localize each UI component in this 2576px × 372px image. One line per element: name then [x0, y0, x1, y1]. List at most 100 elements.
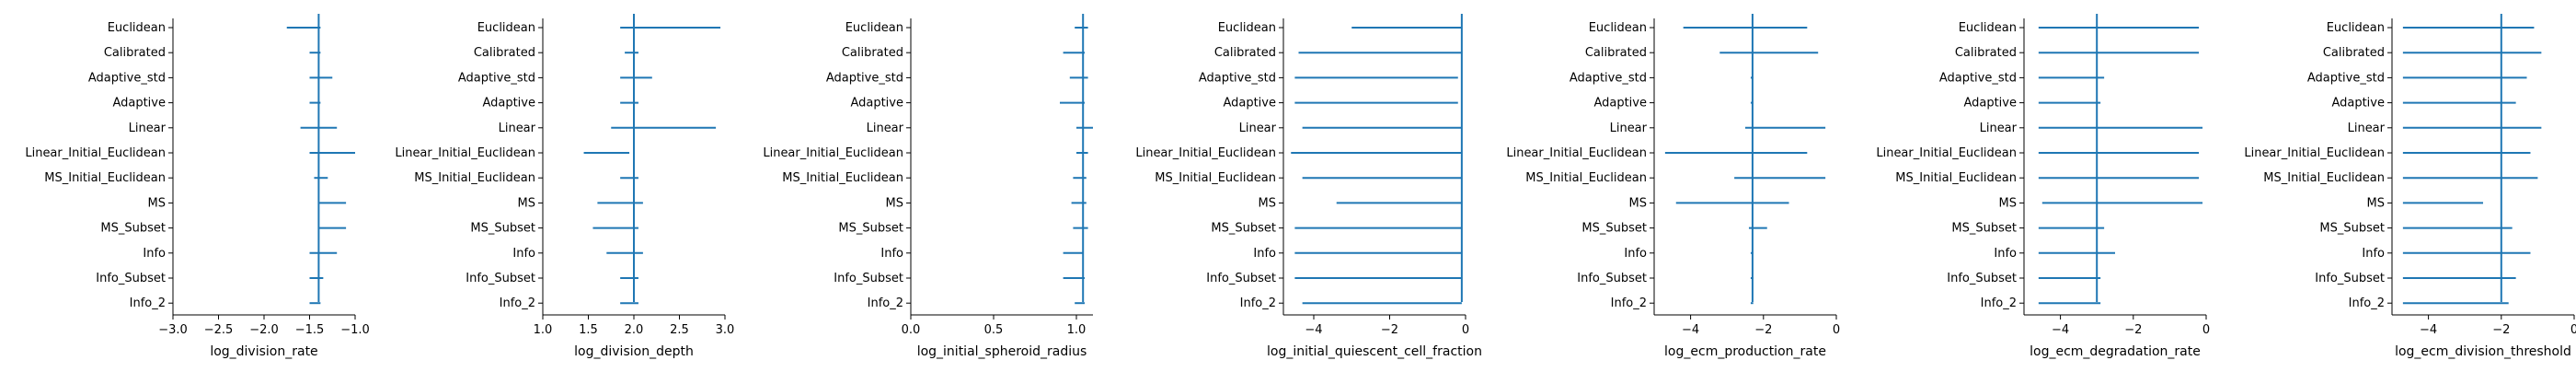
x-tick-label: −1.5 [295, 323, 325, 337]
x-axis-label: log_initial_quiescent_cell_fraction [1267, 344, 1482, 359]
x-tick-label: −2.5 [204, 323, 234, 337]
y-tick-label: Info_2 [1981, 296, 2017, 310]
y-tick-label: Adaptive [482, 97, 535, 110]
y-tick-label: Info_Subset [96, 272, 166, 285]
y-tick-label: MS_Subset [100, 222, 166, 236]
y-tick-label: Calibrated [1955, 46, 2017, 60]
x-tick-label: −2 [1754, 323, 1772, 337]
x-tick-label: 2.0 [625, 323, 644, 337]
y-tick-label: Euclidean [1959, 21, 2017, 35]
x-tick-label: 0 [2202, 323, 2210, 337]
y-tick-label: Euclidean [2327, 21, 2385, 35]
x-axis-label: log_ecm_degradation_rate [2030, 344, 2201, 359]
y-tick-label: MS_Subset [838, 222, 903, 236]
y-tick-label: Info_Subset [466, 272, 535, 285]
y-tick-label: Calibrated [842, 46, 903, 60]
y-tick-label: MS [2367, 196, 2385, 210]
y-tick-label: MS_Subset [1581, 222, 1647, 236]
x-tick-label: 0.0 [902, 323, 921, 337]
y-tick-label: Linear_Initial_Euclidean [763, 146, 903, 160]
y-tick-label: Info_Subset [1947, 272, 2017, 285]
y-tick-label: Info_2 [1240, 296, 1276, 310]
y-tick-label: MS_Initial_Euclidean [44, 171, 166, 185]
y-tick-label: Calibrated [1585, 46, 1647, 60]
y-tick-label: Linear [1980, 122, 2018, 135]
x-tick-label: 0 [2570, 323, 2576, 337]
y-tick-label: Calibrated [2323, 46, 2385, 60]
y-tick-label: Adaptive_std [1199, 71, 1276, 85]
y-tick-label: Adaptive_std [1570, 71, 1647, 85]
x-tick-label: −4 [2420, 323, 2437, 337]
y-tick-label: Linear [867, 122, 904, 135]
y-tick-label: Calibrated [1214, 46, 1276, 60]
y-tick-label: Info_Subset [834, 272, 903, 285]
y-tick-label: Info [880, 247, 903, 261]
x-tick-label: 0.5 [984, 323, 1004, 337]
y-tick-label: MS_Subset [1951, 222, 2017, 236]
y-tick-label: MS [1259, 196, 1276, 210]
y-tick-label: MS_Subset [1211, 222, 1276, 236]
x-tick-label: −4 [1682, 323, 1699, 337]
x-tick-label: −2 [2124, 323, 2142, 337]
y-tick-label: Info_Subset [1577, 272, 1647, 285]
y-tick-label: Info [1624, 247, 1647, 261]
y-tick-label: Info_Subset [1206, 272, 1276, 285]
x-tick-label: −2 [1381, 323, 1398, 337]
x-tick-label: 1.0 [534, 323, 553, 337]
y-tick-label: Info [143, 247, 166, 261]
y-tick-label: Info_2 [1611, 296, 1647, 310]
y-tick-label: MS_Initial_Euclidean [1895, 171, 2017, 185]
x-axis-label: log_division_depth [574, 344, 694, 359]
y-tick-label: Calibrated [474, 46, 535, 60]
y-tick-label: Adaptive_std [826, 71, 903, 85]
x-tick-label: −2.0 [249, 323, 279, 337]
y-tick-label: Info [2362, 247, 2385, 261]
y-tick-label: Linear_Initial_Euclidean [25, 146, 166, 160]
y-tick-label: Info_2 [130, 296, 166, 310]
x-tick-label: 3.0 [716, 323, 735, 337]
y-tick-label: Adaptive [850, 97, 903, 110]
y-tick-label: Adaptive [1963, 97, 2017, 110]
x-tick-label: 2.5 [670, 323, 689, 337]
y-tick-label: MS [148, 196, 166, 210]
x-tick-label: −1.0 [340, 323, 370, 337]
y-tick-label: Euclidean [1218, 21, 1276, 35]
y-tick-label: Info_Subset [2315, 272, 2385, 285]
y-tick-label: Linear_Initial_Euclidean [395, 146, 535, 160]
y-tick-label: Linear_Initial_Euclidean [1506, 146, 1647, 160]
x-tick-label: −3.0 [158, 323, 188, 337]
y-tick-label: Adaptive_std [88, 71, 166, 85]
x-axis-label: log_division_rate [210, 344, 317, 359]
y-tick-label: MS_Initial_Euclidean [782, 171, 903, 185]
y-tick-label: Linear [129, 122, 167, 135]
y-tick-label: MS [886, 196, 903, 210]
y-tick-label: Adaptive [112, 97, 166, 110]
y-tick-label: Adaptive_std [458, 71, 535, 85]
x-tick-label: 0 [1462, 323, 1469, 337]
y-tick-label: MS_Subset [2319, 222, 2385, 236]
y-tick-label: MS_Initial_Euclidean [1525, 171, 1647, 185]
y-tick-label: Info [1994, 247, 2017, 261]
y-tick-label: Linear [1610, 122, 1648, 135]
y-tick-label: Adaptive_std [1939, 71, 2017, 85]
y-tick-label: Linear [499, 122, 536, 135]
y-tick-label: Calibrated [104, 46, 166, 60]
y-tick-label: MS_Initial_Euclidean [2263, 171, 2385, 185]
y-tick-label: Info_2 [2349, 296, 2385, 310]
y-tick-label: Linear_Initial_Euclidean [1876, 146, 2017, 160]
y-tick-label: Info_2 [500, 296, 535, 310]
y-tick-label: Adaptive [1593, 97, 1647, 110]
x-tick-label: 0 [1833, 323, 1840, 337]
y-tick-label: Linear [2348, 122, 2386, 135]
x-tick-label: 1.5 [579, 323, 598, 337]
y-tick-label: Info_2 [868, 296, 903, 310]
x-tick-label: −4 [1305, 323, 1322, 337]
y-tick-label: Euclidean [108, 21, 166, 35]
x-tick-label: 1.0 [1067, 323, 1087, 337]
y-tick-label: MS [518, 196, 535, 210]
y-tick-label: MS [1629, 196, 1647, 210]
y-tick-label: MS_Initial_Euclidean [1155, 171, 1276, 185]
y-tick-label: Linear_Initial_Euclidean [2244, 146, 2385, 160]
